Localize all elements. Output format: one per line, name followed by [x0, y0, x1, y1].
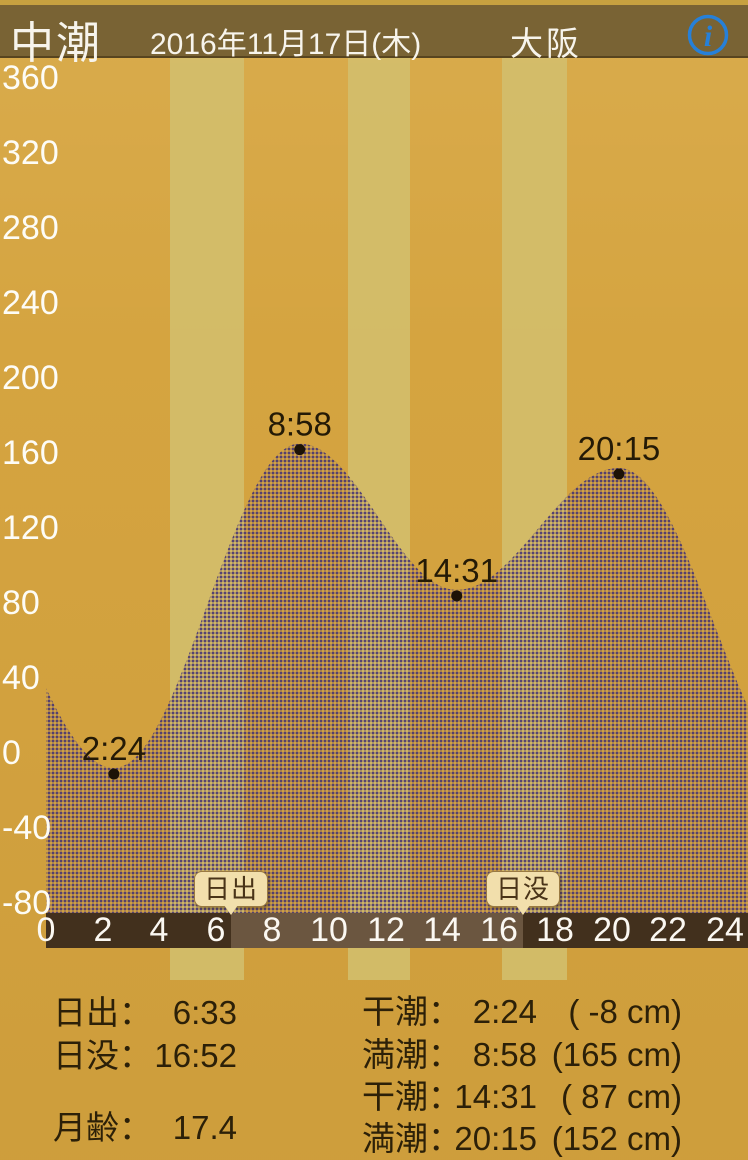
info-icon: i [687, 14, 729, 56]
y-tick-label: 280 [2, 209, 59, 247]
tide-area-fill [46, 443, 748, 913]
axis-night-segment [46, 913, 232, 948]
tide-row-label: 干潮： [362, 993, 461, 1030]
x-tick-label: 20 [593, 911, 631, 949]
moon-age-label: 月齢： [53, 1109, 152, 1146]
sunset-row-label: 日没： [53, 1037, 152, 1074]
tide-extreme-dot [451, 590, 463, 602]
sunrise-row-value: 6:33 [172, 994, 237, 1031]
x-tick-label: 18 [536, 911, 574, 949]
y-tick-label: 200 [2, 359, 59, 397]
date-label: 2016年11月17日(木) [150, 28, 422, 61]
sunset-callout: 日没 [485, 871, 561, 907]
sunset-row-value: 16:52 [154, 1037, 237, 1074]
location-label: 大阪 [510, 25, 582, 62]
tide-row-time: 8:58 [472, 1036, 537, 1073]
y-tick-label: -40 [2, 809, 52, 847]
sunrise-callout: 日出 [193, 871, 269, 907]
tide-row-time: 2:24 [472, 993, 537, 1030]
x-tick-label: 8 [262, 911, 282, 949]
y-tick-label: 320 [2, 134, 59, 172]
x-tick-label: 24 [706, 911, 744, 949]
tide-type-label: 中潮 [10, 19, 102, 68]
tide-row-label: 満潮： [362, 1036, 461, 1073]
x-tick-label: 6 [206, 911, 226, 949]
axis-night-segment [523, 913, 748, 948]
tide-chart: 2:24 8:58 14:31 20:15 [46, 406, 748, 913]
tide-extreme-time-label: 2:24 [82, 730, 146, 767]
tide-row-label: 干潮： [362, 1078, 461, 1115]
tide-extreme-time-label: 20:15 [578, 430, 661, 467]
sunrise-row-label: 日出： [53, 994, 152, 1031]
tide-extreme-time-label: 8:58 [268, 406, 332, 443]
x-tick-label: 12 [367, 911, 405, 949]
y-tick-label: 40 [2, 659, 40, 697]
info-button[interactable]: i [686, 13, 730, 57]
tide-row-time: 20:15 [454, 1120, 537, 1157]
tide-row-height: (165 cm) [551, 1036, 682, 1073]
tide-row-label: 満潮： [362, 1120, 461, 1157]
x-tick-label: 2 [93, 911, 113, 949]
tide-row-height: ( 87 cm) [560, 1078, 682, 1115]
y-tick-label: 80 [2, 584, 40, 622]
tide-row-height: (152 cm) [551, 1120, 682, 1157]
y-tick-label: 120 [2, 509, 59, 547]
x-tick-label: 14 [423, 911, 461, 949]
x-tick-label: 16 [480, 911, 518, 949]
moon-age-value: 17.4 [172, 1109, 237, 1146]
y-tick-label: -80 [2, 884, 52, 922]
y-tick-label: 360 [2, 59, 59, 97]
x-tick-label: 10 [310, 911, 348, 949]
axis-day-segment [231, 913, 524, 948]
x-tick-label: 4 [149, 911, 169, 949]
tide-row-height: ( -8 cm) [568, 993, 682, 1030]
tide-extreme-dot [108, 768, 120, 780]
y-tick-label: 160 [2, 434, 59, 472]
x-tick-label: 22 [649, 911, 687, 949]
y-tick-label: 0 [2, 734, 21, 772]
tide-extreme-dot [613, 468, 625, 480]
tide-extreme-time-label: 14:31 [415, 552, 498, 589]
tide-row-time: 14:31 [454, 1078, 537, 1115]
svg-text:i: i [704, 20, 713, 53]
x-tick-label: 0 [36, 911, 56, 949]
header-bar: 中潮 2016年11月17日(木) 大阪 i [0, 0, 748, 68]
y-tick-label: 240 [2, 284, 59, 322]
tide-extreme-dot [294, 444, 306, 456]
